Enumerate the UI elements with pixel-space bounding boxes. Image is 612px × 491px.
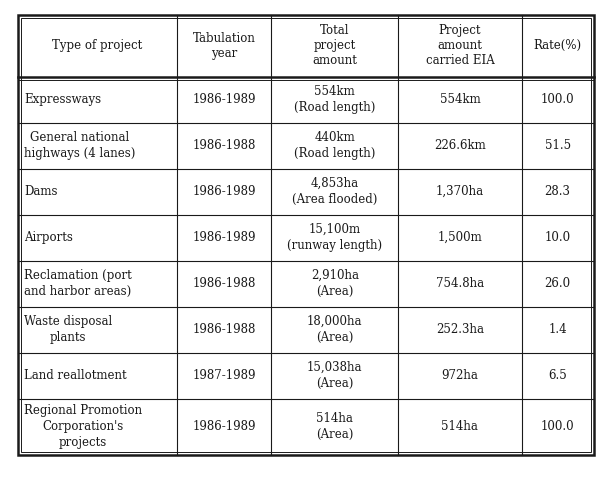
- Text: 514ha: 514ha: [441, 420, 479, 433]
- Bar: [21, 18, 591, 452]
- Text: 754.8ha: 754.8ha: [436, 277, 484, 290]
- Text: Expressways: Expressways: [24, 93, 101, 106]
- Text: 1,370ha: 1,370ha: [436, 185, 484, 198]
- Text: 1986-1989: 1986-1989: [192, 420, 256, 433]
- Text: 100.0: 100.0: [541, 93, 575, 106]
- Text: 1986-1988: 1986-1988: [192, 277, 256, 290]
- Text: 440km
(Road length): 440km (Road length): [294, 131, 375, 160]
- Text: 2,910ha
(Area): 2,910ha (Area): [311, 269, 359, 298]
- Text: 26.0: 26.0: [545, 277, 571, 290]
- Text: Total
project
amount: Total project amount: [312, 24, 357, 67]
- Text: 1986-1989: 1986-1989: [192, 93, 256, 106]
- Text: 28.3: 28.3: [545, 185, 570, 198]
- Text: Reclamation (port
and harbor areas): Reclamation (port and harbor areas): [24, 269, 132, 298]
- Text: 10.0: 10.0: [545, 231, 571, 244]
- Text: 1.4: 1.4: [548, 323, 567, 336]
- Text: Airports: Airports: [24, 231, 73, 244]
- Text: 514ha
(Area): 514ha (Area): [316, 412, 354, 441]
- Text: 1986-1989: 1986-1989: [192, 185, 256, 198]
- Text: Rate(%): Rate(%): [534, 39, 582, 52]
- Text: 4,853ha
(Area flooded): 4,853ha (Area flooded): [292, 177, 378, 206]
- Text: Regional Promotion
Corporation's
projects: Regional Promotion Corporation's project…: [24, 404, 142, 449]
- Text: Waste disposal
plants: Waste disposal plants: [24, 315, 112, 344]
- Text: Type of project: Type of project: [53, 39, 143, 52]
- Text: 6.5: 6.5: [548, 369, 567, 382]
- Text: 15,038ha
(Area): 15,038ha (Area): [307, 361, 362, 390]
- Text: Tabulation
year: Tabulation year: [193, 32, 255, 60]
- Text: General national
highways (4 lanes): General national highways (4 lanes): [24, 131, 135, 160]
- Text: 100.0: 100.0: [541, 420, 575, 433]
- Text: Land reallotment: Land reallotment: [24, 369, 127, 382]
- Text: 252.3ha: 252.3ha: [436, 323, 484, 336]
- Text: 15,100m
(runway length): 15,100m (runway length): [287, 223, 382, 252]
- Text: 1986-1989: 1986-1989: [192, 231, 256, 244]
- Bar: [18, 15, 594, 455]
- Text: 972ha: 972ha: [441, 369, 479, 382]
- Text: Dams: Dams: [24, 185, 58, 198]
- Text: 554km
(Road length): 554km (Road length): [294, 85, 375, 114]
- Text: 1,500m: 1,500m: [438, 231, 482, 244]
- Text: 18,000ha
(Area): 18,000ha (Area): [307, 315, 362, 344]
- Text: 1986-1988: 1986-1988: [192, 139, 256, 152]
- Text: Project
amount
carried EIA: Project amount carried EIA: [425, 24, 494, 67]
- Text: 1987-1989: 1987-1989: [192, 369, 256, 382]
- Text: 1986-1988: 1986-1988: [192, 323, 256, 336]
- Text: 554km: 554km: [439, 93, 480, 106]
- Text: 226.6km: 226.6km: [434, 139, 486, 152]
- Text: 51.5: 51.5: [545, 139, 571, 152]
